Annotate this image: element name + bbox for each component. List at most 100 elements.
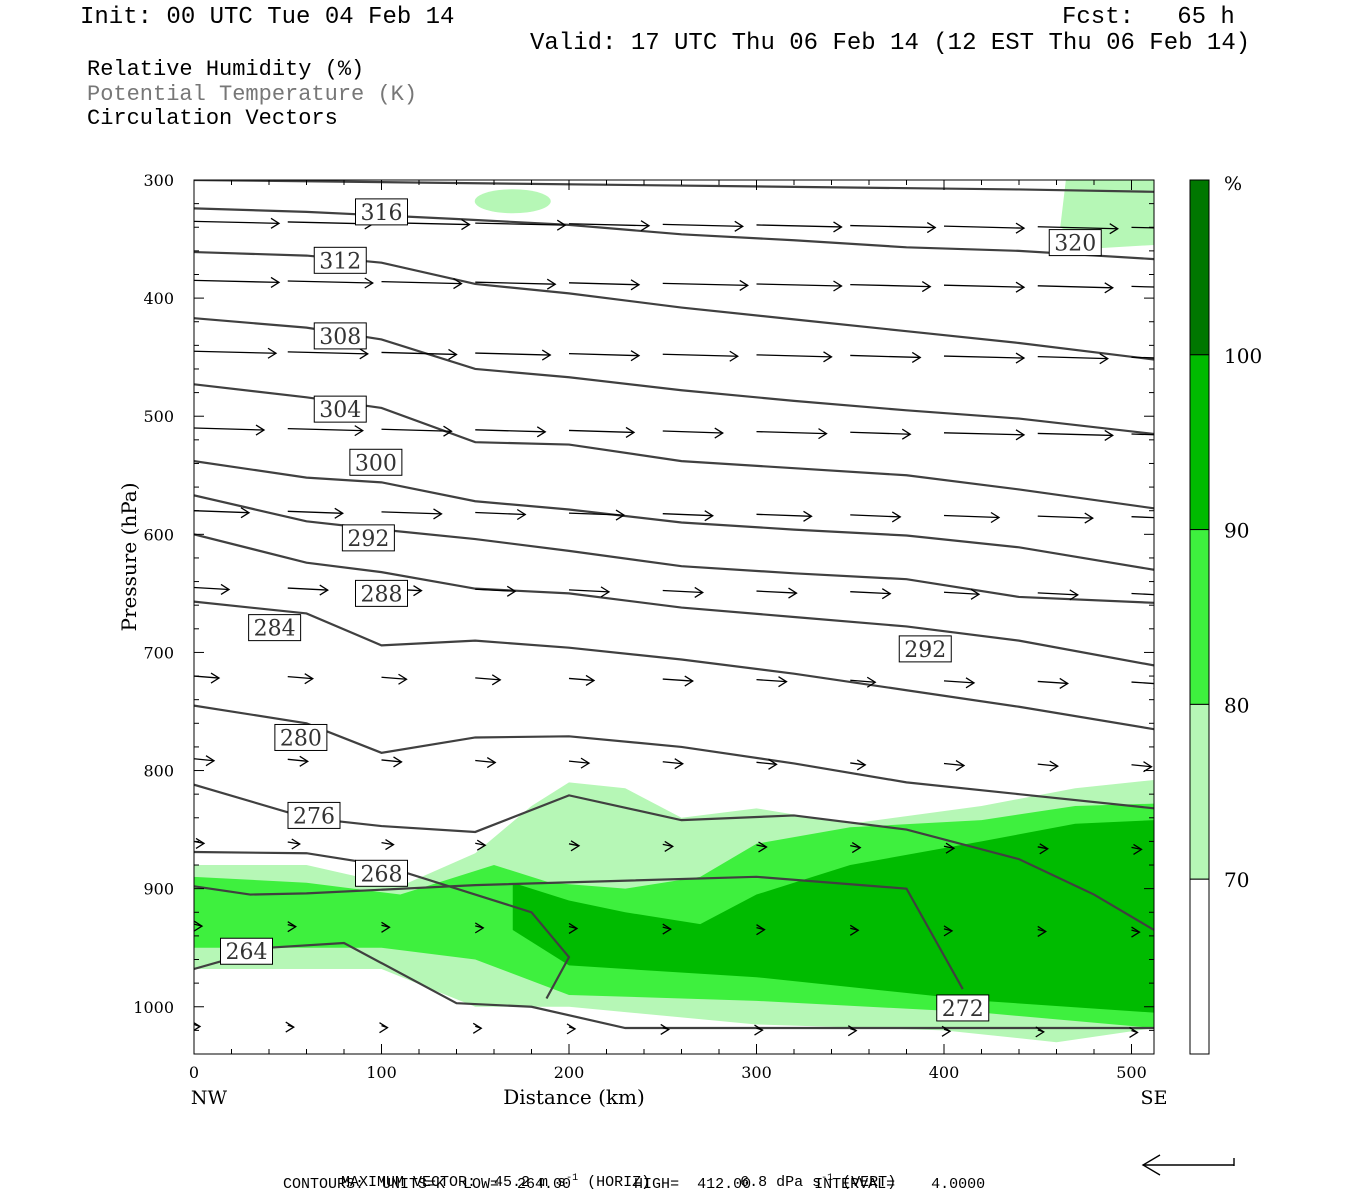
valid-time: Valid: 17 UTC Thu 06 Feb 14 (12 EST Thu …	[530, 30, 1251, 57]
circulation-vector-head	[664, 840, 674, 852]
contour-label-292: 292	[347, 527, 389, 552]
circulation-vector	[381, 280, 462, 285]
circulation-vector	[475, 429, 546, 433]
circulation-vector-head	[195, 837, 206, 849]
circulation-vector	[756, 761, 777, 765]
contour-label-box	[355, 579, 408, 607]
contour-label-box	[274, 723, 328, 751]
y-tick-label: 1000	[133, 998, 174, 1017]
horiz-value: 45.2 m s	[494, 1174, 567, 1191]
circulation-vector-head	[334, 507, 344, 519]
x-tick-label: 200	[554, 1063, 585, 1082]
colorbar-unit: %	[1224, 173, 1242, 195]
contour-label-316: 316	[361, 201, 403, 226]
circulation-vector-head	[210, 672, 221, 684]
contour-label-box	[248, 614, 302, 642]
contour-label-300: 300	[355, 451, 397, 476]
circulation-vector-head	[901, 428, 912, 440]
circulation-vector	[475, 222, 566, 226]
x-axis-title: Distance (km)	[503, 1085, 645, 1109]
circulation-vector	[943, 591, 980, 595]
circulation-vector	[1037, 285, 1113, 289]
circulation-vector-head	[955, 759, 966, 772]
theta-contour-288	[194, 533, 1154, 667]
circulation-vector-head	[194, 920, 204, 932]
contour-label-box	[1048, 229, 1102, 257]
circulation-vector-head	[739, 279, 749, 291]
circulation-vector-head	[911, 351, 922, 364]
circulation-vector	[568, 589, 610, 593]
y-tick-label: 600	[143, 525, 174, 544]
forecast-hour: Fcst: 65 h	[1062, 4, 1235, 31]
circulation-vector-head	[891, 511, 902, 523]
circulation-vector-head	[381, 921, 391, 933]
circulation-vector-head	[851, 842, 862, 854]
circulation-vector-head	[734, 220, 744, 232]
circulation-vector	[1131, 433, 1154, 436]
contour-label-box	[349, 448, 403, 476]
contour-label-312: 312	[319, 249, 361, 274]
circulation-vector-head	[472, 1022, 483, 1034]
plot-area	[194, 180, 1154, 1043]
circulation-vector-head	[270, 217, 281, 229]
circulation-vector-head	[704, 510, 714, 522]
circulation-vector-head	[453, 278, 463, 290]
circulation-vector-head	[285, 1021, 295, 1033]
x-tick-label: 0	[189, 1063, 199, 1082]
circulation-vector-head	[1084, 512, 1094, 524]
circulation-vector-head	[926, 221, 937, 234]
circulation-vector	[381, 428, 452, 432]
y-axis-title: Pressure (hPa)	[117, 483, 141, 632]
contour-label-308: 308	[319, 325, 361, 350]
contour-label-268: 268	[361, 862, 403, 887]
circulation-vector-head	[833, 221, 843, 233]
circulation-vector	[475, 677, 501, 681]
horiz-unit: (HORIZ)	[587, 1174, 651, 1191]
theta-contour-268	[194, 850, 571, 1000]
circulation-vector-head	[506, 585, 517, 597]
circulation-vector	[662, 761, 683, 765]
contour-label-292: 292	[904, 638, 946, 663]
circulation-vector	[194, 586, 230, 591]
contour-label-box	[341, 524, 395, 552]
circulation-vector	[662, 513, 713, 517]
contour-label-box	[936, 994, 990, 1022]
circulation-vector-head	[491, 674, 502, 686]
contour-label-276: 276	[293, 804, 335, 829]
rh-region-90	[512, 820, 1154, 1013]
circulation-vector-head	[1153, 678, 1154, 690]
circulation-vector	[194, 510, 250, 514]
circulation-vector-head	[194, 1021, 202, 1031]
circulation-vector	[287, 510, 343, 514]
vert-value: 6.8 dPa s	[740, 1174, 822, 1191]
rh-region-70-top	[474, 189, 551, 214]
contour-label-box	[355, 859, 408, 887]
colorbar-segment	[1189, 703, 1210, 880]
circulation-vector-head	[443, 425, 453, 437]
contours-note: CONTOURS: UNITS=K LOW= 264.00 HIGH= 412.…	[283, 1176, 986, 1193]
theta-contour-320	[194, 180, 1154, 193]
circulation-vector-head	[556, 219, 567, 231]
circulation-vector	[850, 283, 931, 288]
circulation-vector-head	[943, 925, 954, 937]
circulation-vector-head	[756, 924, 766, 936]
circulation-vector-head	[1129, 1026, 1139, 1039]
circulation-vector-head	[694, 586, 704, 599]
circulation-vector-head	[516, 508, 527, 521]
circulation-vector-head	[1059, 677, 1069, 690]
contour-label-box	[220, 937, 273, 965]
circulation-vector-head	[849, 924, 860, 936]
circulation-vector	[943, 432, 1025, 436]
contour-label-272: 272	[942, 997, 984, 1022]
circulation-vector-head	[220, 583, 231, 596]
theta-contour-272	[194, 875, 964, 990]
circulation-vector-head	[1035, 1026, 1045, 1038]
circulation-vector-head	[240, 507, 251, 519]
colorbar-segment	[1189, 354, 1210, 531]
theta-contour-284	[194, 600, 1154, 731]
x-tick-label: 100	[366, 1063, 397, 1082]
x-end-label-se: SE	[1141, 1087, 1168, 1109]
circulation-vector-head	[1133, 843, 1143, 855]
circulation-vector-head	[768, 758, 778, 770]
